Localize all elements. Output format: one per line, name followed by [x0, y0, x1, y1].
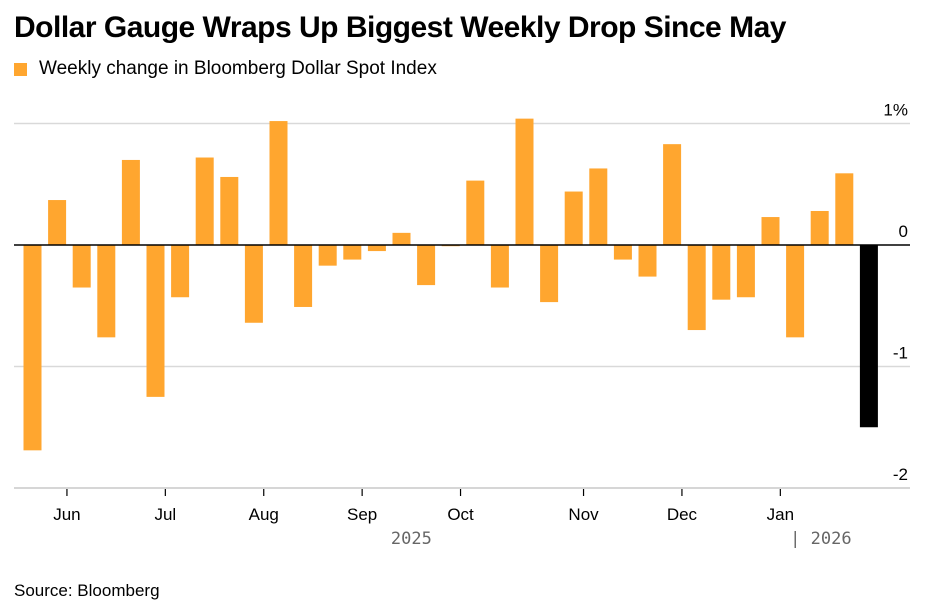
bar — [294, 245, 313, 307]
x-year-label: | 2026 — [790, 529, 851, 549]
bar — [515, 118, 534, 245]
bar — [712, 245, 731, 300]
bar — [564, 191, 583, 245]
x-tick-label: Jul — [154, 505, 176, 524]
bar — [48, 200, 67, 245]
bar — [687, 245, 706, 331]
bar-latest-week — [859, 245, 878, 428]
bar — [466, 180, 485, 245]
bar — [638, 245, 657, 277]
bar — [97, 245, 116, 338]
x-tick-label: Jan — [767, 505, 794, 524]
x-tick-label: Aug — [249, 505, 279, 524]
chart-title: Dollar Gauge Wraps Up Biggest Weekly Dro… — [14, 11, 786, 44]
bar — [23, 245, 42, 451]
bar — [786, 245, 805, 338]
bar — [343, 245, 362, 260]
bar — [810, 210, 829, 245]
legend-swatch — [14, 62, 27, 76]
bar — [761, 217, 780, 245]
y-tick-label: -2 — [893, 465, 908, 484]
bar — [146, 245, 165, 397]
bar — [244, 245, 263, 323]
x-tick-label: Nov — [568, 505, 599, 524]
bar — [490, 245, 509, 288]
x-tick-label: Dec — [667, 505, 698, 524]
source-note: Source: Bloomberg — [14, 581, 160, 600]
bar — [835, 173, 854, 245]
bar — [318, 245, 337, 266]
bar — [736, 245, 755, 298]
x-tick-label: Jun — [53, 505, 80, 524]
y-tick-label: 1% — [883, 101, 908, 120]
bar — [613, 245, 632, 260]
x-tick-label: Sep — [347, 505, 377, 524]
x-year-label: 2025 — [391, 529, 432, 549]
legend: Weekly change in Bloomberg Dollar Spot I… — [14, 58, 437, 80]
bar — [392, 232, 411, 245]
bar — [220, 176, 239, 245]
bar — [589, 168, 608, 245]
bar — [540, 245, 559, 303]
bar — [171, 245, 190, 298]
bar — [72, 245, 91, 288]
y-tick-label: 0 — [899, 222, 908, 241]
bar — [663, 144, 682, 245]
bar — [417, 245, 436, 286]
bar — [195, 157, 214, 245]
y-tick-label: -1 — [893, 344, 908, 363]
bar — [269, 121, 288, 245]
bar — [121, 159, 140, 245]
bars — [23, 118, 878, 451]
axes: 1% 0 -1 -2 Jun Jul Aug Sep Oct Nov Dec Jan 2025 | 202… — [14, 101, 910, 549]
bar — [367, 245, 386, 252]
x-tick-label: Oct — [447, 505, 474, 524]
legend-label: Weekly change in Bloomberg Dollar Spot I… — [39, 58, 437, 79]
